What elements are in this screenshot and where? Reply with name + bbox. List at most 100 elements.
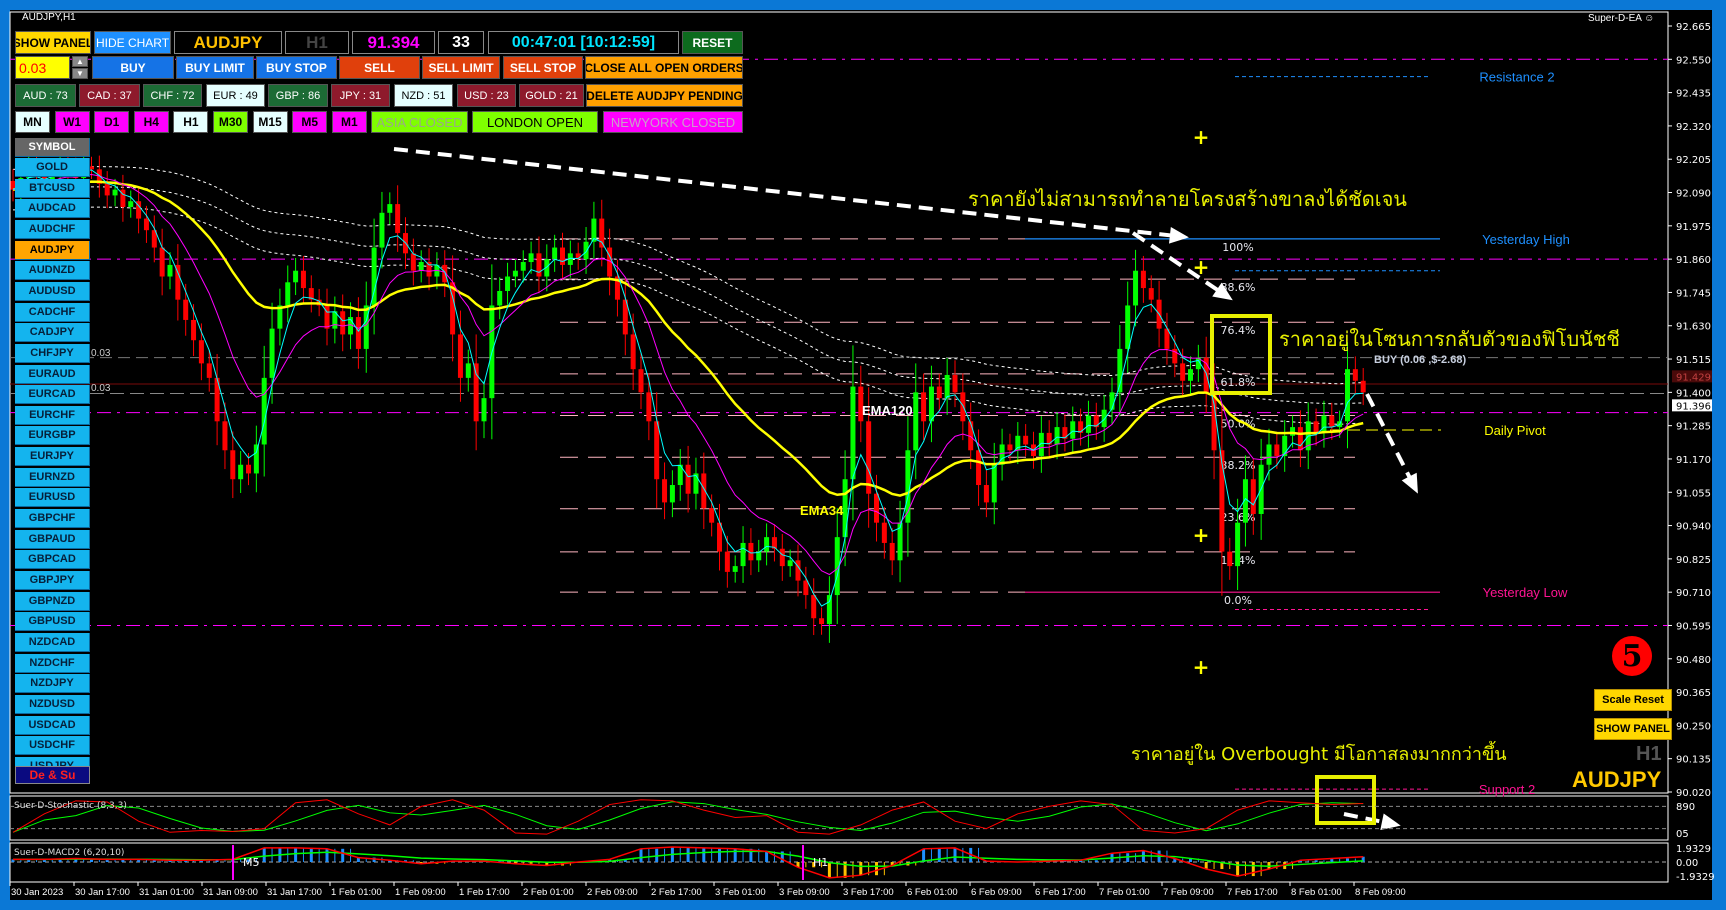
symbol-item-cadchf[interactable]: CADCHF bbox=[15, 302, 90, 322]
stochastic-title: Suer-D-Stochastic (8,3,3) bbox=[14, 801, 127, 811]
bull-candle bbox=[49, 172, 55, 184]
time-tick-label: 2 Feb 17:00 bbox=[651, 887, 702, 898]
lot-down-arrow-icon[interactable]: ▼ bbox=[72, 68, 88, 79]
bull-candle bbox=[1290, 427, 1296, 436]
price-tick-label: 90.250 bbox=[1676, 721, 1711, 732]
macd-line bbox=[13, 846, 1364, 879]
delete-pending-button[interactable]: DELETE AUDJPY PENDING bbox=[586, 84, 743, 107]
bull-candle bbox=[253, 444, 259, 474]
bull-candle bbox=[520, 262, 526, 271]
symbol-item-gbpchf[interactable]: GBPCHF bbox=[15, 509, 90, 529]
chart-title: AUDJPY,H1 bbox=[22, 12, 76, 23]
lot-size-input[interactable]: 0.03 bbox=[15, 56, 70, 79]
time-tick-label: 31 Jan 09:00 bbox=[203, 887, 258, 898]
symbol-item-audchf[interactable]: AUDCHF bbox=[15, 219, 90, 239]
symbol-item-gbpnzd[interactable]: GBPNZD bbox=[15, 591, 90, 611]
close-all-orders-button[interactable]: CLOSE ALL OPEN ORDERS bbox=[585, 56, 743, 79]
de-su-button[interactable]: De & Su bbox=[15, 766, 90, 784]
timeframe-button-mn[interactable]: MN bbox=[15, 111, 50, 133]
bear-candle bbox=[426, 262, 432, 277]
lot-up-arrow-icon[interactable]: ▲ bbox=[72, 56, 88, 67]
bull-candle bbox=[787, 560, 793, 567]
ask-price-label: 91.429 bbox=[1676, 372, 1711, 383]
stochastic-k-line bbox=[12, 799, 1364, 835]
symbol-item-cadjpy[interactable]: CADJPY bbox=[15, 323, 90, 343]
symbol-item-audusd[interactable]: AUDUSD bbox=[15, 281, 90, 301]
bear-candle bbox=[1172, 348, 1178, 364]
stochastic-axis-bottom: 05 bbox=[1676, 829, 1689, 840]
symbol-item-nzdusd[interactable]: NZDUSD bbox=[15, 694, 90, 714]
lot-marker: 0.03 bbox=[91, 348, 111, 359]
bear-candle bbox=[246, 464, 251, 474]
symbol-item-usdcad[interactable]: USDCAD bbox=[15, 715, 90, 735]
symbol-item-eurusd[interactable]: EURUSD bbox=[15, 488, 90, 508]
bear-candle bbox=[442, 264, 448, 283]
timeframe-button-m5[interactable]: M5 bbox=[292, 111, 328, 133]
bear-candle bbox=[701, 473, 707, 509]
bear-candle bbox=[662, 479, 668, 503]
timeframe-button-m15[interactable]: M15 bbox=[252, 111, 288, 133]
timeframe-button-m1[interactable]: M1 bbox=[331, 111, 367, 133]
timeframe-button-m30[interactable]: M30 bbox=[213, 111, 248, 133]
time-tick-label: 8 Feb 09:00 bbox=[1355, 887, 1406, 898]
price-tick-label: 90.365 bbox=[1676, 688, 1711, 699]
currency-strength-chf: CHF : 72 bbox=[143, 84, 202, 107]
hide-chart-button[interactable]: HIDE CHART bbox=[94, 31, 171, 54]
ema120-line bbox=[12, 186, 1364, 405]
sell-button[interactable]: SELL bbox=[339, 56, 420, 79]
reset-button[interactable]: RESET bbox=[682, 31, 743, 54]
symbol-item-usdchf[interactable]: USDCHF bbox=[15, 736, 90, 756]
symbol-item-eurcad[interactable]: EURCAD bbox=[15, 385, 90, 405]
show-panel-button-right[interactable]: SHOW PANEL bbox=[1594, 718, 1672, 740]
time-tick-label: 6 Feb 17:00 bbox=[1035, 887, 1086, 898]
symbol-item-euraud[interactable]: EURAUD bbox=[15, 364, 90, 384]
symbol-item-chfjpy[interactable]: CHFJPY bbox=[15, 343, 90, 363]
symbol-item-eurchf[interactable]: EURCHF bbox=[15, 405, 90, 425]
bear-candle bbox=[560, 247, 565, 265]
symbol-item-eurnzd[interactable]: EURNZD bbox=[15, 467, 90, 487]
bull-candle bbox=[1195, 357, 1201, 370]
symbol-item-nzdcad[interactable]: NZDCAD bbox=[15, 632, 90, 652]
sell-limit-button[interactable]: SELL LIMIT bbox=[422, 56, 500, 79]
bull-candle bbox=[371, 247, 377, 306]
symbol-item-gold[interactable]: GOLD bbox=[15, 158, 90, 177]
symbol-item-audjpy[interactable]: AUDJPY bbox=[15, 240, 90, 260]
bull-candle bbox=[944, 374, 950, 399]
retracement-arrow bbox=[1131, 231, 1224, 295]
timeframe-button-d1[interactable]: D1 bbox=[94, 111, 130, 133]
bull-candle bbox=[1109, 392, 1115, 410]
bear-candle bbox=[622, 299, 628, 335]
symbol-item-audcad[interactable]: AUDCAD bbox=[15, 199, 90, 219]
buy-stop-button[interactable]: BUY STOP bbox=[256, 56, 337, 79]
show-panel-button[interactable]: SHOW PANEL bbox=[15, 31, 91, 54]
currency-strength-aud: AUD : 73 bbox=[15, 84, 76, 107]
bull-candle bbox=[999, 444, 1005, 465]
symbol-item-btcusd[interactable]: BTCUSD bbox=[15, 178, 90, 198]
buy-button[interactable]: BUY bbox=[92, 56, 174, 79]
bear-candle bbox=[308, 288, 314, 300]
symbol-item-gbpjpy[interactable]: GBPJPY bbox=[15, 571, 90, 590]
currency-strength-cad: CAD : 37 bbox=[79, 84, 140, 107]
symbol-item-eurjpy[interactable]: EURJPY bbox=[15, 447, 90, 467]
bear-candle bbox=[858, 386, 864, 422]
symbol-item-gbpcad[interactable]: GBPCAD bbox=[15, 550, 90, 570]
timeframe-button-h4[interactable]: H4 bbox=[133, 111, 169, 133]
symbol-item-gbpusd[interactable]: GBPUSD bbox=[15, 612, 90, 632]
bear-candle bbox=[881, 522, 887, 543]
buy-limit-button[interactable]: BUY LIMIT bbox=[176, 56, 254, 79]
bull-candle bbox=[1266, 444, 1272, 465]
scale-reset-button[interactable]: Scale Reset bbox=[1594, 689, 1672, 711]
sell-stop-button[interactable]: SELL STOP bbox=[503, 56, 583, 79]
symbol-item-gbpaud[interactable]: GBPAUD bbox=[15, 529, 90, 549]
bull-candle bbox=[238, 464, 244, 480]
symbol-item-audnzd[interactable]: AUDNZD bbox=[15, 261, 90, 281]
symbol-item-eurgbp[interactable]: EURGBP bbox=[15, 426, 90, 446]
timeframe-button-h1[interactable]: H1 bbox=[173, 111, 209, 133]
fib-label: 38.2% bbox=[1221, 459, 1256, 472]
timeframe-button-w1[interactable]: W1 bbox=[54, 111, 90, 133]
bear-candle bbox=[183, 299, 189, 320]
bull-candle bbox=[1321, 415, 1327, 433]
symbol-item-nzdjpy[interactable]: NZDJPY bbox=[15, 674, 90, 694]
symbol-item-nzdchf[interactable]: NZDCHF bbox=[15, 653, 90, 673]
